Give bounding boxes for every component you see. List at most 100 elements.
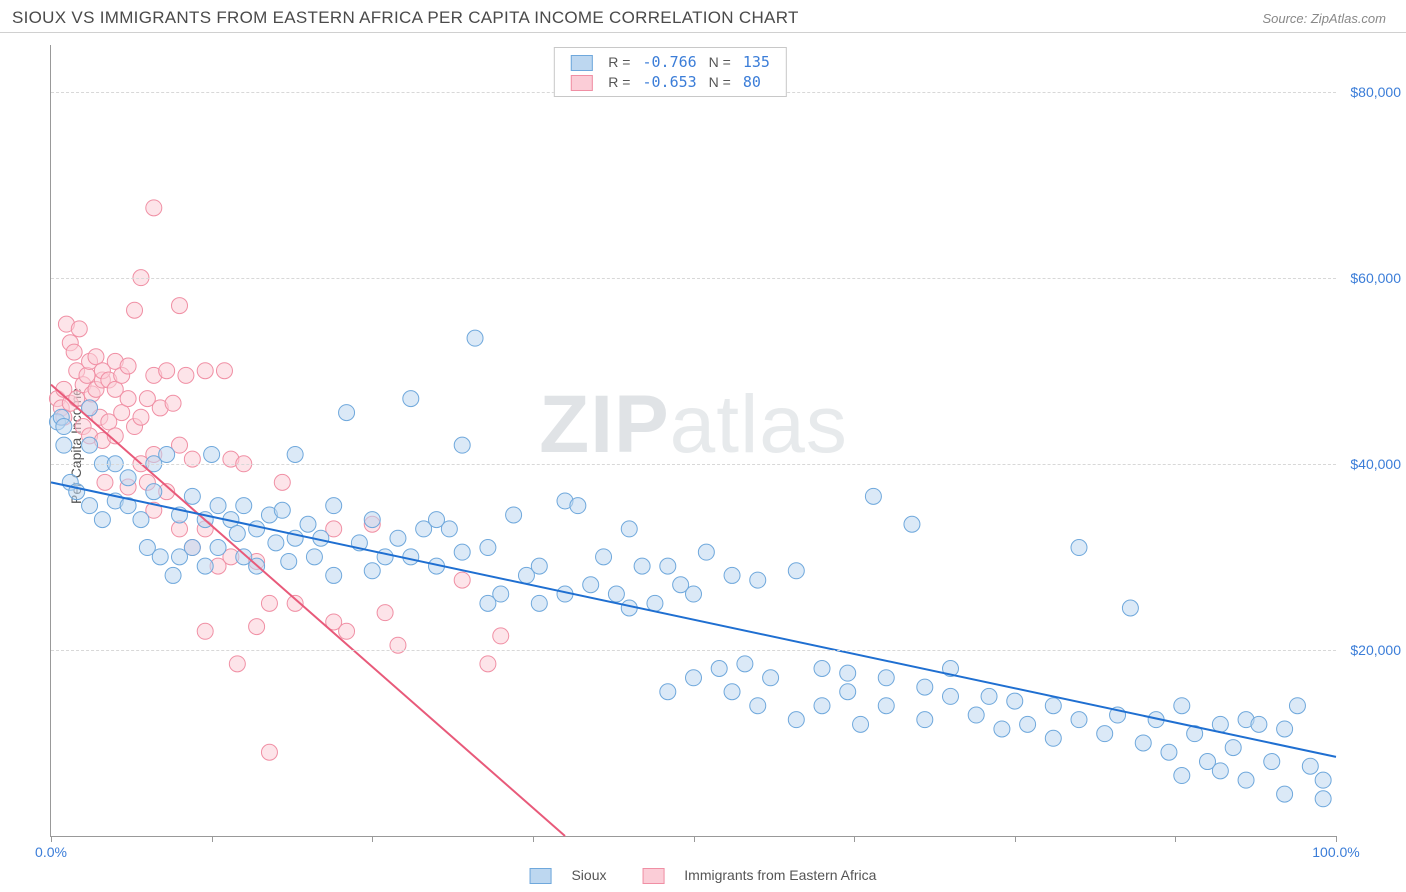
data-point — [97, 474, 113, 490]
sioux-swatch-icon — [570, 55, 592, 71]
data-point — [172, 298, 188, 314]
data-point — [750, 698, 766, 714]
xtick — [694, 836, 695, 842]
data-point — [840, 684, 856, 700]
data-point — [1045, 730, 1061, 746]
correlation-legend: R = -0.766 N = 135 R = -0.653 N = 80 — [553, 47, 787, 97]
data-point — [480, 540, 496, 556]
chart-source: Source: ZipAtlas.com — [1262, 11, 1386, 26]
data-point — [750, 572, 766, 588]
data-point — [326, 498, 342, 514]
data-point — [454, 437, 470, 453]
data-point — [339, 405, 355, 421]
data-point — [261, 744, 277, 760]
xtick — [1015, 836, 1016, 842]
data-point — [133, 512, 149, 528]
data-point — [66, 344, 82, 360]
data-point — [878, 698, 894, 714]
data-point — [377, 549, 393, 565]
data-point — [1161, 744, 1177, 760]
data-point — [159, 363, 175, 379]
xtick-label: 0.0% — [35, 844, 67, 860]
data-point — [403, 391, 419, 407]
data-point — [686, 586, 702, 602]
data-point — [917, 679, 933, 695]
data-point — [184, 488, 200, 504]
data-point — [261, 595, 277, 611]
data-point — [1135, 735, 1151, 751]
data-point — [197, 558, 213, 574]
data-point — [236, 498, 252, 514]
ytick-label: $20,000 — [1341, 642, 1401, 658]
data-point — [583, 577, 599, 593]
data-point — [82, 437, 98, 453]
data-point — [647, 595, 663, 611]
data-point — [1071, 540, 1087, 556]
data-point — [197, 623, 213, 639]
data-point — [165, 395, 181, 411]
data-point — [596, 549, 612, 565]
data-point — [94, 512, 110, 528]
data-point — [79, 367, 95, 383]
eastafrica-n-value: 80 — [737, 72, 776, 92]
data-point — [788, 712, 804, 728]
data-point — [56, 419, 72, 435]
data-point — [943, 688, 959, 704]
data-point — [917, 712, 933, 728]
data-point — [865, 488, 881, 504]
data-point — [120, 358, 136, 374]
data-point — [1020, 716, 1036, 732]
gridline — [51, 278, 1336, 279]
data-point — [364, 512, 380, 528]
data-point — [1315, 772, 1331, 788]
data-point — [480, 595, 496, 611]
data-point — [339, 623, 355, 639]
data-point — [814, 698, 830, 714]
chart-plot-area: ZIPatlas R = -0.766 N = 135 R = -0.653 N… — [50, 45, 1336, 837]
data-point — [82, 498, 98, 514]
data-point — [249, 521, 265, 537]
data-point — [184, 540, 200, 556]
data-point — [197, 363, 213, 379]
data-point — [454, 572, 470, 588]
xtick — [854, 836, 855, 842]
data-point — [853, 716, 869, 732]
data-point — [608, 586, 624, 602]
data-point — [377, 605, 393, 621]
data-point — [71, 321, 87, 337]
data-point — [1174, 768, 1190, 784]
data-point — [724, 567, 740, 583]
data-point — [968, 707, 984, 723]
legend-item-sioux: Sioux — [522, 867, 619, 883]
data-point — [1071, 712, 1087, 728]
data-point — [152, 549, 168, 565]
data-point — [1264, 754, 1280, 770]
data-point — [1122, 600, 1138, 616]
data-point — [904, 516, 920, 532]
eastafrica-swatch-icon — [642, 868, 664, 884]
data-point — [634, 558, 650, 574]
eastafrica-r-value: -0.653 — [636, 72, 702, 92]
chart-title: SIOUX VS IMMIGRANTS FROM EASTERN AFRICA … — [12, 8, 799, 28]
data-point — [300, 516, 316, 532]
data-point — [441, 521, 457, 537]
data-point — [364, 563, 380, 579]
ytick-label: $80,000 — [1341, 84, 1401, 100]
xtick — [372, 836, 373, 842]
data-point — [274, 502, 290, 518]
data-point — [994, 721, 1010, 737]
xtick — [533, 836, 534, 842]
chart-header: SIOUX VS IMMIGRANTS FROM EASTERN AFRICA … — [0, 0, 1406, 33]
data-point — [840, 665, 856, 681]
data-point — [1045, 698, 1061, 714]
data-point — [56, 437, 72, 453]
data-point — [326, 567, 342, 583]
data-point — [120, 470, 136, 486]
data-point — [210, 498, 226, 514]
data-point — [268, 535, 284, 551]
xtick — [51, 836, 52, 842]
data-point — [506, 507, 522, 523]
data-point — [1238, 772, 1254, 788]
sioux-n-value: 135 — [737, 52, 776, 72]
data-point — [493, 628, 509, 644]
